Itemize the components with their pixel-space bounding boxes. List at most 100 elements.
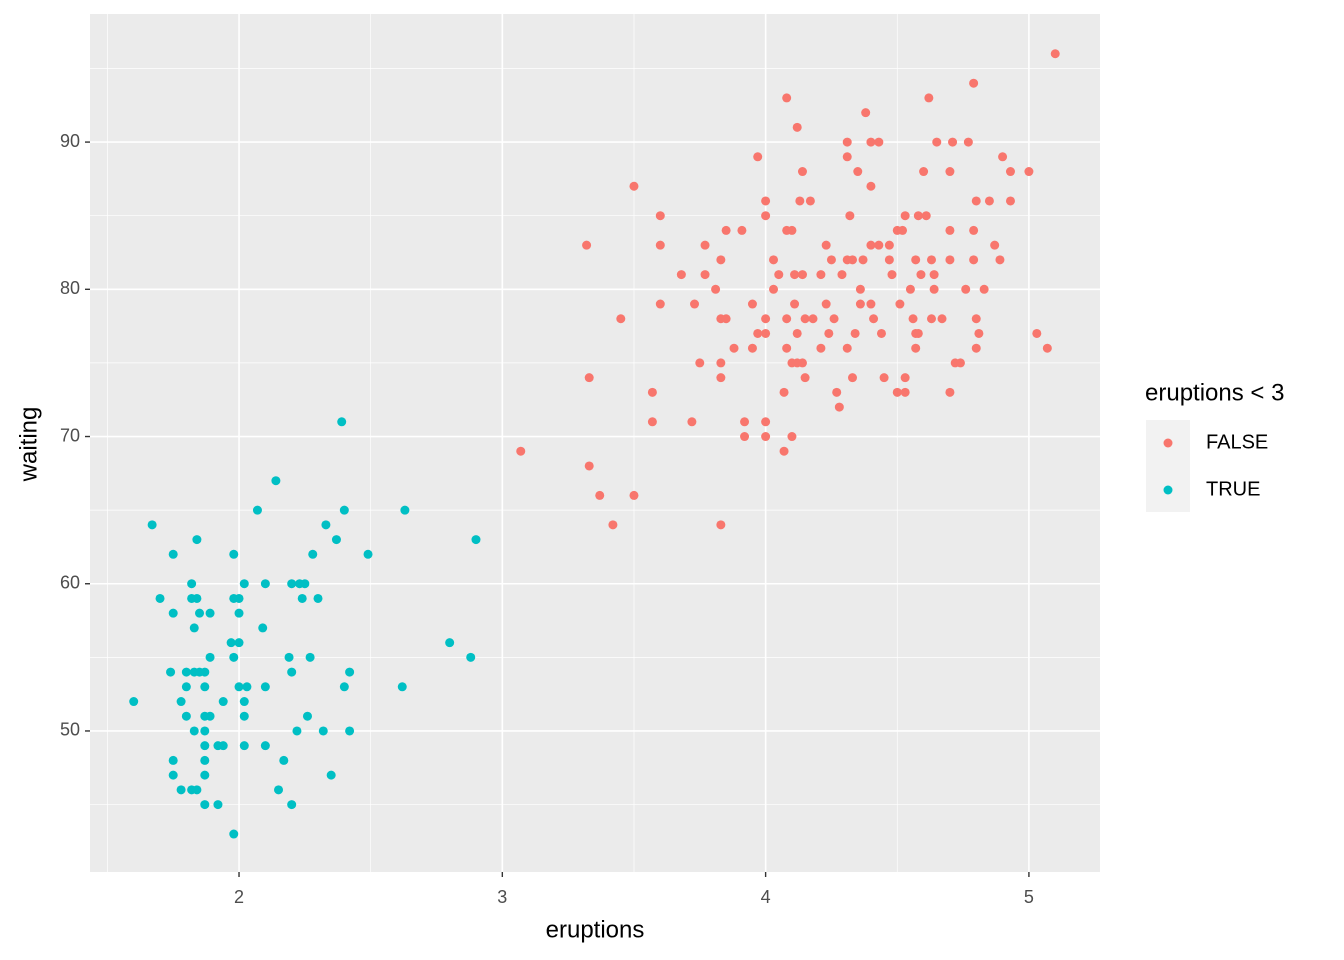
point <box>861 108 871 118</box>
point <box>737 225 747 235</box>
point <box>721 314 731 324</box>
legend-label: TRUE <box>1206 478 1260 500</box>
point <box>400 505 410 515</box>
point <box>239 741 249 751</box>
point <box>695 358 705 368</box>
point <box>729 343 739 353</box>
point <box>345 667 355 677</box>
point <box>913 211 923 221</box>
point <box>816 343 826 353</box>
point <box>1032 328 1042 338</box>
points <box>129 49 1060 839</box>
point <box>326 770 336 780</box>
point <box>955 358 965 368</box>
point <box>200 770 210 780</box>
point <box>855 284 865 294</box>
point <box>945 225 955 235</box>
x-tick-label: 2 <box>234 887 244 907</box>
point <box>297 593 307 603</box>
point <box>287 579 297 589</box>
point <box>516 446 526 456</box>
legend-label: FALSE <box>1206 431 1268 453</box>
point <box>761 196 771 206</box>
point <box>805 196 815 206</box>
point <box>700 240 710 250</box>
point <box>129 697 139 707</box>
point <box>252 505 262 515</box>
point <box>168 770 178 780</box>
point <box>205 711 215 721</box>
point <box>229 829 239 839</box>
point <box>181 711 191 721</box>
point <box>740 432 750 442</box>
legend-key-bg <box>1146 420 1190 512</box>
point <box>168 755 178 765</box>
point <box>200 667 210 677</box>
point <box>690 299 700 309</box>
point <box>260 579 270 589</box>
point <box>321 520 331 530</box>
point <box>234 638 244 648</box>
point <box>302 711 312 721</box>
point <box>874 240 884 250</box>
point <box>582 240 592 250</box>
point <box>876 328 886 338</box>
point <box>616 314 626 324</box>
y-tick-label: 70 <box>60 425 80 445</box>
x-tick-label: 4 <box>761 887 771 907</box>
point <box>181 667 191 677</box>
point <box>345 726 355 736</box>
point <box>842 152 852 162</box>
point <box>787 225 797 235</box>
point <box>929 270 939 280</box>
point <box>911 343 921 353</box>
point <box>239 579 249 589</box>
point <box>905 284 915 294</box>
point <box>816 270 826 280</box>
point <box>700 270 710 280</box>
point <box>761 328 771 338</box>
point <box>229 549 239 559</box>
point <box>971 196 981 206</box>
point <box>792 122 802 132</box>
point <box>331 535 341 545</box>
point <box>676 270 686 280</box>
point <box>218 741 228 751</box>
point <box>800 314 810 324</box>
point <box>168 549 178 559</box>
point <box>300 579 310 589</box>
point <box>826 255 836 265</box>
point <box>647 417 657 427</box>
point <box>916 270 926 280</box>
point <box>879 373 889 383</box>
point <box>761 211 771 221</box>
point <box>229 652 239 662</box>
point <box>318 726 328 736</box>
point <box>866 299 876 309</box>
point <box>740 417 750 427</box>
point <box>716 255 726 265</box>
y-tick-label: 80 <box>60 278 80 298</box>
point <box>655 299 665 309</box>
point <box>1050 49 1060 59</box>
point <box>969 255 979 265</box>
point <box>995 255 1005 265</box>
point <box>900 373 910 383</box>
point <box>292 726 302 736</box>
point <box>790 270 800 280</box>
point <box>287 667 297 677</box>
point <box>821 299 831 309</box>
y-tick-label: 90 <box>60 131 80 151</box>
point <box>895 299 905 309</box>
point <box>242 682 252 692</box>
point <box>979 284 989 294</box>
legend: eruptions < 3 FALSE TRUE <box>1145 379 1284 512</box>
point <box>787 432 797 442</box>
point <box>842 137 852 147</box>
point <box>848 373 858 383</box>
point <box>647 387 657 397</box>
point <box>181 682 191 692</box>
point <box>176 785 186 795</box>
point <box>753 152 763 162</box>
